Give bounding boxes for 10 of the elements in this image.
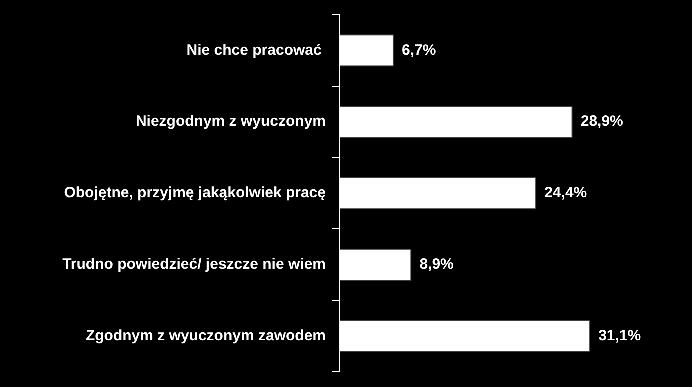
- y-tick-label: Zgodnym z wyuczonym zawodem: [86, 327, 326, 344]
- y-tick-label: Obojętne, przyjmę jakąkolwiek pracę: [64, 184, 326, 202]
- data-label: 6,7%: [402, 42, 436, 59]
- data-label: 8,9%: [420, 256, 454, 274]
- y-tick-label: Niezgodnym z wyuczonym: [136, 113, 326, 130]
- data-label: 24,4%: [544, 184, 588, 202]
- y-tick-label: Nie chce pracować: [186, 42, 326, 59]
- data-label: 31,1%: [598, 327, 642, 344]
- data-label: 28,9%: [580, 113, 624, 130]
- y-tick-label: Trudno powiedzieć/ jeszcze nie wiem: [62, 256, 326, 274]
